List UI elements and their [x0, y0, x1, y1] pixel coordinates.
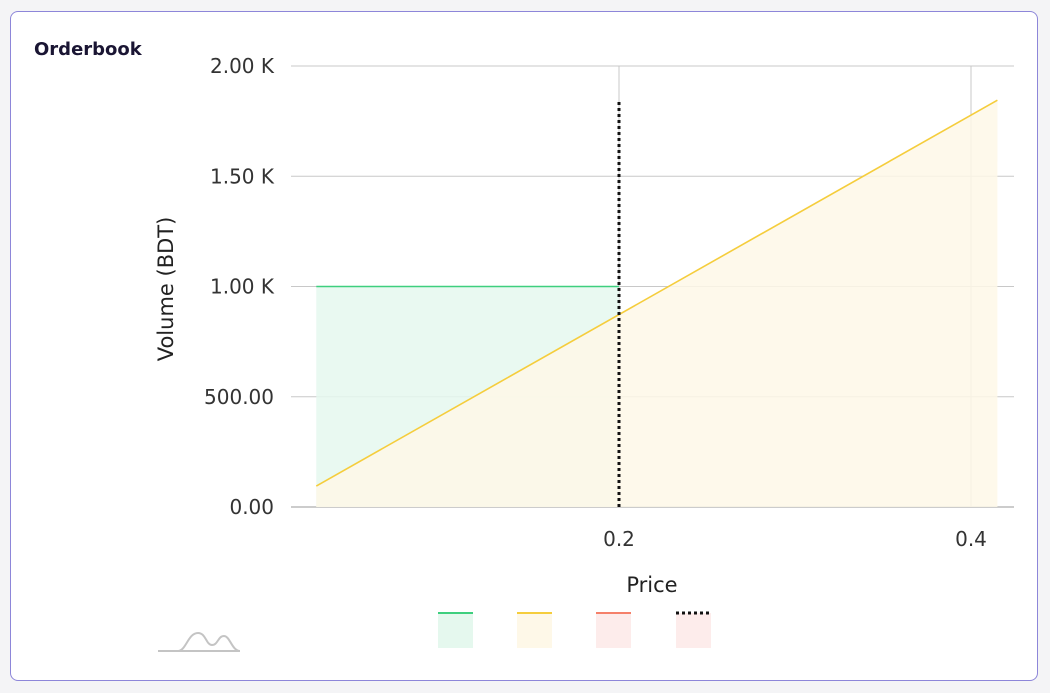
reset-zoom-icon[interactable] — [158, 631, 241, 652]
legend-swatch-3[interactable] — [676, 613, 711, 648]
legend-swatch-1[interactable] — [517, 613, 552, 648]
legend[interactable] — [438, 611, 711, 648]
y-tick-label: 500.00 — [204, 385, 274, 409]
chart-title: Orderbook — [34, 39, 142, 60]
legend-swatch-0[interactable] — [438, 613, 473, 648]
series-areas — [315, 99, 998, 508]
x-tick-label: 0.4 — [955, 527, 987, 551]
x-tick-label: 0.2 — [603, 527, 635, 551]
series-line-1 — [315, 99, 998, 487]
y-tick-label: 0.00 — [229, 495, 274, 519]
y-tick-label: 1.50 K — [210, 164, 275, 188]
y-axis-label: Volume (BDT) — [154, 217, 178, 362]
series-area-1 — [316, 100, 998, 508]
y-tick-label: 2.00 K — [210, 54, 275, 78]
y-axis-ticks: 0.00 500.00 1.00 K 1.50 K 2.00 K — [204, 54, 275, 519]
x-axis-label: Price — [626, 573, 677, 597]
y-tick-label: 1.00 K — [210, 275, 275, 299]
x-axis-ticks: 0.2 0.4 — [603, 527, 987, 551]
legend-swatch-2[interactable] — [596, 613, 631, 648]
